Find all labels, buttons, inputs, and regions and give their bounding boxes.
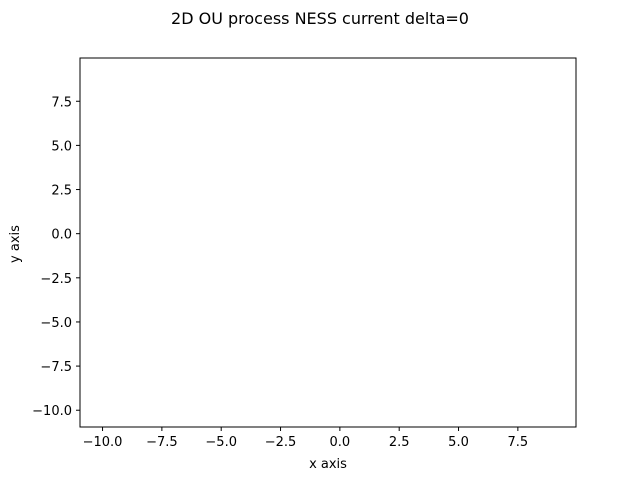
y-tick-label: 2.5 [51, 184, 72, 199]
y-tick-label: 5.0 [51, 139, 72, 154]
y-tick-label: −5.0 [40, 316, 72, 331]
y-axis-label: y axis [8, 225, 23, 263]
plot-area [80, 58, 576, 427]
x-axis-ticks: −10.0 −7.5 −5.0 −2.5 0.0 2.5 5.0 7.5 [83, 427, 529, 450]
chart-title: 2D OU process NESS current delta=0 [171, 9, 469, 28]
y-tick-label: 7.5 [51, 95, 72, 110]
y-tick-label: −10.0 [32, 404, 72, 419]
x-tick-label: 5.0 [448, 435, 469, 450]
x-tick-label: −7.5 [146, 435, 178, 450]
x-tick-label: 0.0 [330, 435, 351, 450]
y-tick-label: −2.5 [40, 272, 72, 287]
x-tick-label: 2.5 [389, 435, 410, 450]
y-tick-label: −7.5 [40, 360, 72, 375]
y-tick-label: 0.0 [51, 228, 72, 243]
x-axis-label: x axis [309, 457, 347, 472]
x-tick-label: 7.5 [508, 435, 529, 450]
plot-frame [79, 57, 577, 428]
x-tick-label: −5.0 [205, 435, 237, 450]
plot-background [80, 58, 576, 427]
x-tick-label: −2.5 [265, 435, 297, 450]
x-tick-label: −10.0 [83, 435, 123, 450]
y-axis-ticks: −10.0 −7.5 −5.0 −2.5 0.0 2.5 5.0 7.5 [32, 95, 80, 419]
